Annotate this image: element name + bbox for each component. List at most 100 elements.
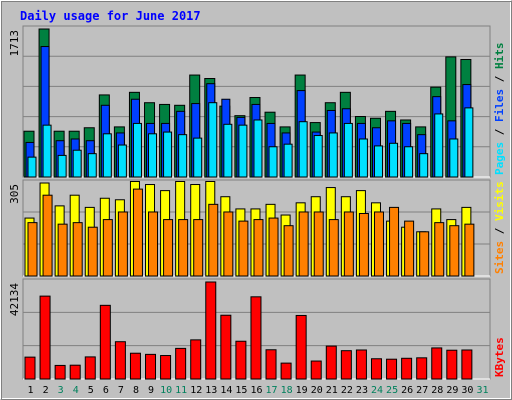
bar-kbytes-day-8 bbox=[129, 352, 141, 380]
y-max-label: 1713 bbox=[8, 30, 21, 57]
x-tick-label-day-24: 24 bbox=[371, 385, 383, 396]
bar-kbytes-day-16 bbox=[250, 296, 262, 380]
bar-sites-day-22 bbox=[343, 211, 354, 277]
bar-pages-day-5 bbox=[87, 153, 97, 178]
bar-pages-day-9 bbox=[148, 133, 158, 178]
bar-pages-day-3 bbox=[57, 154, 67, 178]
bar-sites-day-18 bbox=[283, 225, 294, 277]
panel-legend: Sites / Visits bbox=[493, 181, 506, 274]
bar-kbytes-day-6 bbox=[99, 304, 111, 380]
x-tick-label-day-17: 17 bbox=[266, 385, 278, 396]
legend-kbytes: KBytes bbox=[493, 337, 506, 377]
x-tick-label-day-1: 1 bbox=[28, 385, 34, 396]
bar-pages-day-21 bbox=[328, 132, 338, 178]
x-tick-label-day-20: 20 bbox=[311, 385, 323, 396]
bar-kbytes-day-13 bbox=[205, 281, 217, 380]
x-tick-label-day-13: 13 bbox=[205, 385, 217, 396]
bar-kbytes-day-2 bbox=[39, 295, 51, 380]
bar-pages-day-15 bbox=[238, 124, 248, 178]
bar-pages-day-1 bbox=[27, 156, 37, 178]
legend-files: Files bbox=[493, 89, 506, 122]
bar-sites-day-12 bbox=[193, 219, 204, 277]
panel-1: 1713 Pages / Files / Hits bbox=[8, 25, 506, 178]
y-max-label: 305 bbox=[8, 184, 21, 204]
x-axis: 1 2 3 4 5 6 7 8 9 10 11 12 13 14 15 16 17 18 19 20 21 22 23 24 2… bbox=[28, 385, 489, 396]
bar-pages-day-27 bbox=[419, 153, 429, 178]
bar-pages-day-18 bbox=[283, 143, 293, 178]
bar-sites-day-3 bbox=[57, 223, 68, 277]
x-tick-label-day-25: 25 bbox=[386, 385, 398, 396]
bar-kbytes-day-26 bbox=[401, 357, 413, 380]
bar-kbytes-day-5 bbox=[84, 356, 96, 380]
bar-kbytes-day-19 bbox=[295, 314, 307, 380]
bar-kbytes-day-17 bbox=[265, 349, 277, 380]
x-tick-label-day-29: 29 bbox=[446, 385, 458, 396]
panel-legend: Pages / Files / Hits bbox=[493, 43, 506, 176]
bar-pages-day-24 bbox=[373, 145, 383, 178]
bar-pages-day-14 bbox=[223, 123, 233, 178]
bar-pages-day-10 bbox=[163, 131, 173, 178]
bar-sites-day-29 bbox=[449, 225, 460, 277]
x-tick-label-day-10: 10 bbox=[160, 385, 172, 396]
legend-sites: Sites bbox=[493, 241, 506, 274]
bar-kbytes-day-25 bbox=[386, 358, 398, 380]
legend-separator: / bbox=[493, 69, 506, 89]
bar-pages-day-28 bbox=[434, 113, 444, 178]
bar-sites-day-24 bbox=[373, 211, 384, 277]
bar-kbytes-day-30 bbox=[461, 349, 473, 380]
bar-pages-day-29 bbox=[449, 138, 459, 178]
bar-kbytes-day-21 bbox=[325, 345, 337, 380]
x-tick-label-day-21: 21 bbox=[326, 385, 338, 396]
bar-kbytes-day-27 bbox=[416, 357, 428, 380]
bar-kbytes-day-12 bbox=[190, 339, 202, 380]
panel-2: 305 Sites / Visits bbox=[8, 179, 506, 277]
bar-pages-day-23 bbox=[358, 138, 368, 178]
chart-panels: 1713 Pages / Files / Hits 305 Sites / Visit… bbox=[8, 25, 506, 380]
bar-sites-day-13 bbox=[208, 203, 219, 277]
x-tick-label-day-16: 16 bbox=[250, 385, 262, 396]
bar-sites-day-8 bbox=[132, 188, 143, 277]
bar-sites-day-4 bbox=[72, 222, 83, 277]
x-tick-label-day-14: 14 bbox=[220, 385, 232, 396]
bar-pages-day-16 bbox=[253, 119, 263, 178]
x-tick-label-day-12: 12 bbox=[190, 385, 202, 396]
bar-sites-day-27 bbox=[419, 231, 430, 277]
bar-sites-day-28 bbox=[434, 222, 445, 277]
bar-pages-day-19 bbox=[298, 121, 308, 178]
bar-sites-day-19 bbox=[298, 211, 309, 277]
bar-sites-day-10 bbox=[163, 219, 174, 277]
x-tick-label-day-26: 26 bbox=[401, 385, 413, 396]
legend-visits: Visits bbox=[493, 181, 506, 221]
x-tick-label-day-5: 5 bbox=[88, 385, 94, 396]
bar-sites-day-25 bbox=[389, 206, 400, 277]
bar-sites-day-5 bbox=[87, 226, 98, 277]
bar-kbytes-day-20 bbox=[310, 360, 322, 380]
x-tick-label-day-4: 4 bbox=[73, 385, 79, 396]
bar-pages-day-4 bbox=[72, 149, 82, 178]
panel-legend: KBytes bbox=[493, 337, 506, 377]
x-tick-label-day-15: 15 bbox=[235, 385, 247, 396]
x-tick-label-day-2: 2 bbox=[43, 385, 49, 396]
bar-kbytes-day-10 bbox=[160, 355, 172, 380]
bar-kbytes-day-23 bbox=[355, 349, 367, 380]
bar-pages-day-12 bbox=[193, 137, 203, 178]
bar-sites-day-7 bbox=[117, 211, 128, 277]
bar-sites-day-26 bbox=[404, 220, 415, 277]
bar-kbytes-day-11 bbox=[175, 347, 187, 380]
bar-kbytes-day-9 bbox=[145, 353, 157, 380]
x-tick-label-day-9: 9 bbox=[148, 385, 154, 396]
bar-pages-day-17 bbox=[268, 146, 278, 178]
bar-kbytes-day-4 bbox=[69, 364, 81, 380]
bar-kbytes-day-14 bbox=[220, 314, 232, 380]
bar-pages-day-6 bbox=[102, 133, 112, 178]
bar-pages-day-11 bbox=[178, 134, 188, 178]
bar-sites-day-16 bbox=[253, 219, 264, 277]
legend-separator: / bbox=[493, 221, 506, 241]
legend-hits: Hits bbox=[493, 43, 506, 70]
bar-kbytes-day-1 bbox=[24, 356, 36, 380]
bar-sites-day-30 bbox=[464, 223, 475, 277]
bar-kbytes-day-24 bbox=[370, 358, 382, 380]
chart-title: Daily usage for June 2017 bbox=[20, 9, 201, 23]
bar-kbytes-day-18 bbox=[280, 362, 292, 380]
